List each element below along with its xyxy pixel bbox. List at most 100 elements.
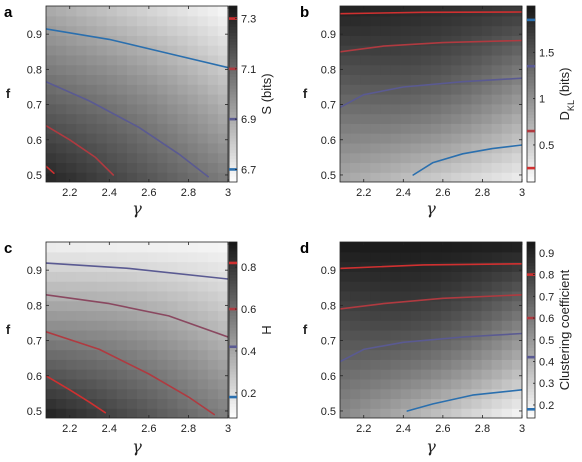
colorbar-step — [527, 8, 535, 13]
colorbar-step — [527, 277, 535, 281]
heatmap-cell — [420, 94, 432, 105]
colorbar-step — [527, 14, 535, 19]
colorbar-step — [527, 179, 535, 183]
heatmap-cell — [370, 94, 382, 105]
heatmap-cell — [147, 398, 158, 409]
heatmap-cell — [481, 339, 493, 351]
heatmap-cell — [400, 349, 412, 360]
heatmap-cell — [56, 369, 67, 380]
heatmap-cell — [137, 113, 148, 124]
heatmap-cell — [217, 74, 228, 85]
heatmap-cell — [66, 103, 77, 115]
colorbar-step — [229, 280, 237, 284]
heatmap-cell — [207, 103, 219, 115]
heatmap-cell — [370, 378, 382, 390]
heatmap-cell — [106, 45, 118, 56]
heatmap-cell — [420, 45, 432, 56]
heatmap-cell — [481, 152, 493, 164]
heatmap-cell — [461, 388, 473, 400]
colorbar-step — [229, 388, 237, 393]
heatmap-cell — [350, 339, 361, 351]
heatmap-cell — [501, 281, 513, 292]
heatmap-cell — [177, 64, 189, 76]
heatmap-cell — [451, 152, 462, 164]
colorbar-step — [527, 286, 535, 290]
heatmap-cell — [197, 359, 209, 370]
heatmap-cell — [137, 251, 148, 263]
heatmap-cell — [481, 113, 493, 124]
heatmap-cell — [350, 251, 361, 263]
heatmap-cell — [106, 162, 118, 173]
heatmap-cell — [106, 54, 118, 66]
heatmap-cell — [217, 359, 228, 370]
heatmap-cell — [56, 113, 67, 124]
heatmap-cell — [56, 142, 67, 154]
heatmap-cell — [106, 281, 118, 292]
heatmap-cell — [420, 35, 432, 46]
heatmap-cell — [431, 152, 442, 164]
heatmap-cell — [410, 123, 422, 134]
heatmap-cell — [400, 103, 412, 115]
heatmap-cell — [126, 398, 138, 409]
heatmap-cell — [420, 281, 432, 292]
heatmap-cell — [491, 15, 503, 27]
heatmap-cell — [197, 378, 209, 390]
heatmap-cell — [106, 172, 118, 182]
heatmap-cell — [76, 378, 88, 390]
heatmap-cell — [380, 388, 392, 400]
heatmap-cell — [350, 133, 361, 144]
heatmap-cell — [46, 242, 57, 253]
heatmap-cell — [137, 133, 148, 144]
colorbar-step — [229, 44, 237, 48]
heatmap-cell — [66, 261, 77, 272]
colorbar-step — [229, 138, 237, 142]
colorbar-step — [527, 403, 535, 407]
heatmap-cell — [197, 25, 209, 36]
heatmap-cell — [197, 281, 209, 292]
heatmap-cell — [390, 142, 402, 154]
heatmap-cell — [511, 320, 522, 331]
heatmap-cell — [451, 6, 462, 17]
heatmap-cell — [56, 251, 67, 263]
heatmap-cell — [380, 320, 392, 331]
heatmap-cell — [340, 330, 351, 341]
heatmap-cell — [187, 271, 199, 282]
heatmap-cell — [217, 35, 228, 46]
heatmap-cell — [116, 35, 128, 46]
heatmap-cell — [207, 378, 219, 390]
heatmap-cell — [461, 94, 473, 105]
heatmap-cell — [370, 281, 382, 292]
heatmap-cell — [471, 113, 483, 124]
heatmap-cell — [491, 25, 503, 36]
heatmap-cell — [431, 271, 442, 282]
heatmap-cell — [400, 330, 412, 341]
heatmap-cell — [197, 84, 209, 95]
heatmap-cell — [217, 133, 228, 144]
heatmap-cell — [66, 172, 77, 182]
heatmap-cell — [340, 310, 351, 321]
heatmap-cell — [96, 290, 108, 302]
heatmap-cell — [157, 54, 168, 66]
contour-line — [412, 144, 522, 176]
heatmap-cell — [177, 123, 189, 134]
heatmap-cell — [390, 113, 402, 124]
heatmap-cell — [431, 45, 442, 56]
heatmap-cell — [400, 25, 412, 36]
heatmap-cell — [491, 349, 503, 360]
colorbar-step — [229, 76, 237, 80]
heatmap-cell — [400, 359, 412, 370]
heatmap-cell — [56, 320, 67, 331]
heatmap-cell — [481, 271, 493, 282]
heatmap-cell — [400, 64, 412, 76]
heatmap-cell — [197, 113, 209, 124]
heatmap-cell — [380, 64, 392, 76]
heatmap-cell — [340, 162, 351, 173]
heatmap-cell — [207, 271, 219, 282]
heatmap-cell — [106, 242, 118, 253]
heatmap-cell — [157, 25, 168, 36]
heatmap-cell — [197, 349, 209, 360]
heatmap-cell — [187, 35, 199, 46]
colorbar-step — [229, 382, 237, 387]
heatmap-cell — [66, 35, 77, 46]
colorbar-step — [527, 123, 535, 127]
